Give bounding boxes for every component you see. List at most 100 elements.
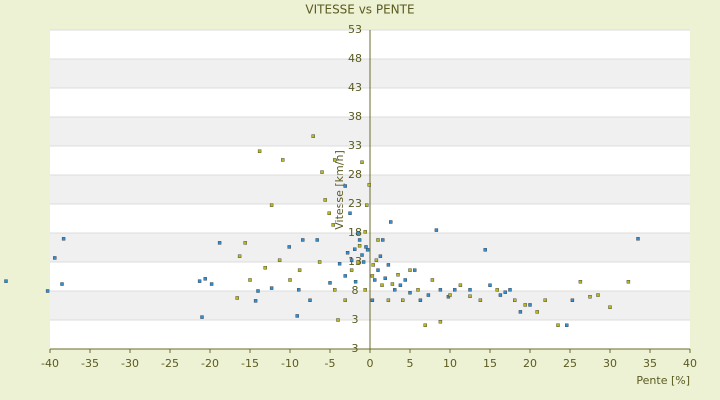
point: [61, 237, 66, 241]
point: [287, 245, 291, 249]
point: [331, 223, 335, 227]
point: [297, 288, 301, 292]
point: [209, 282, 214, 286]
point: [365, 248, 370, 252]
point: [357, 238, 362, 242]
point: [263, 266, 267, 270]
point: [317, 260, 322, 264]
x-tick-label: -25: [161, 357, 179, 370]
point: [588, 295, 592, 299]
point: [468, 294, 472, 298]
point: [376, 238, 380, 242]
x-tick-label: 35: [643, 357, 657, 370]
point: [253, 299, 258, 303]
point: [498, 293, 503, 297]
x-tick-label: 10: [443, 357, 457, 370]
point: [269, 286, 274, 290]
point: [343, 274, 347, 278]
point: [376, 268, 380, 272]
point: [408, 268, 412, 272]
point: [636, 237, 640, 241]
point: [45, 289, 50, 293]
point: [345, 251, 350, 255]
point: [418, 298, 423, 302]
y-tick-label: 38: [348, 110, 362, 123]
point: [356, 231, 360, 235]
point: [374, 258, 379, 262]
x-tick-label: 15: [483, 357, 497, 370]
point: [528, 303, 532, 307]
point: [390, 282, 395, 286]
point: [453, 288, 457, 292]
point: [543, 298, 547, 302]
point: [367, 183, 371, 187]
y-tick-label: 53: [348, 23, 362, 36]
x-tick-label: 30: [603, 357, 617, 370]
point: [308, 298, 312, 302]
point: [343, 184, 347, 188]
chart-title: VITESSE vs PENTE: [305, 3, 414, 17]
y-tick-label: 13: [348, 255, 362, 268]
point: [357, 244, 362, 248]
point: [396, 273, 400, 277]
point: [235, 296, 239, 300]
x-tick-label: -5: [325, 357, 336, 370]
x-axis-title: Pente [%]: [636, 374, 690, 387]
point: [337, 262, 342, 266]
point: [361, 260, 366, 264]
point: [248, 278, 252, 282]
point: [320, 170, 324, 174]
point: [353, 280, 358, 284]
point: [373, 278, 377, 282]
point: [423, 323, 427, 327]
point: [434, 228, 439, 232]
point: [535, 310, 539, 314]
point: [458, 283, 463, 287]
point: [468, 288, 472, 292]
point: [333, 288, 337, 292]
x-tick-label: -40: [41, 357, 59, 370]
point: [508, 288, 512, 292]
point: [408, 291, 412, 295]
point: [370, 298, 375, 302]
point: [488, 283, 492, 287]
point: [438, 288, 443, 292]
point: [281, 158, 285, 162]
x-tick-label: -20: [201, 357, 219, 370]
x-tick-label: 5: [407, 357, 414, 370]
point: [556, 323, 560, 327]
point: [386, 263, 391, 267]
point: [217, 241, 222, 245]
point: [197, 279, 202, 283]
point: [295, 314, 299, 318]
point: [315, 238, 319, 242]
y-tick-label: 3: [352, 313, 359, 326]
point: [383, 276, 387, 280]
point: [478, 298, 483, 302]
point: [336, 318, 340, 322]
point: [403, 278, 407, 282]
x-tick-label: -10: [281, 357, 299, 370]
x-tick-label: 40: [683, 357, 697, 370]
x-tick-label: 0: [367, 357, 374, 370]
point: [243, 241, 247, 245]
point: [386, 298, 391, 302]
y-tick-label: 18: [348, 226, 362, 239]
point: [401, 298, 405, 302]
point: [393, 288, 397, 292]
point: [503, 290, 507, 294]
point: [4, 279, 8, 283]
point: [608, 305, 612, 309]
point: [237, 254, 242, 258]
point: [269, 203, 274, 207]
point: [333, 158, 337, 162]
point: [426, 293, 431, 297]
point: [348, 211, 352, 215]
point: [257, 149, 262, 153]
point: [256, 289, 260, 293]
point: [370, 274, 375, 278]
point: [356, 260, 360, 264]
point: [448, 293, 452, 297]
y-tick-label: 48: [348, 52, 362, 65]
